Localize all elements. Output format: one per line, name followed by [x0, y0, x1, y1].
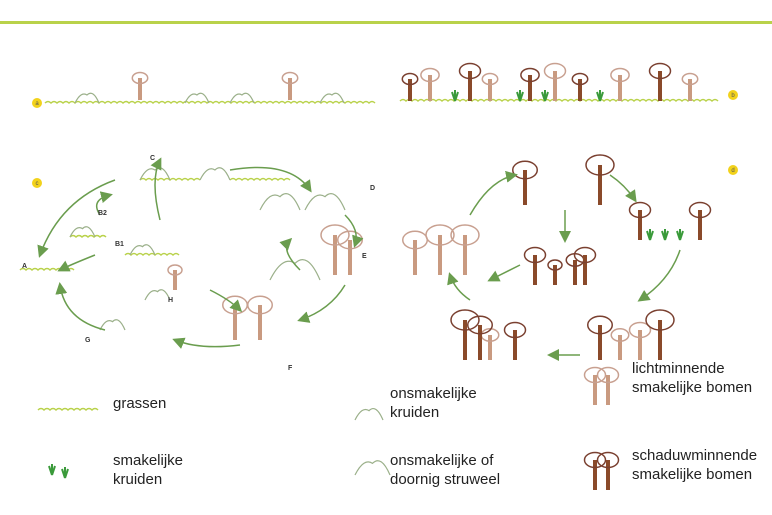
tree-trunk — [598, 165, 602, 205]
herb — [647, 229, 653, 240]
stage-label: B1 — [115, 241, 124, 248]
tree-trunk — [553, 71, 557, 101]
legend-label: lichtminnende — [632, 360, 725, 377]
tree-trunk — [333, 235, 337, 275]
shrub — [145, 290, 170, 300]
panel-label: c — [36, 181, 39, 187]
tree-trunk — [533, 255, 537, 285]
tree-trunk — [618, 335, 622, 360]
tree-trunk — [688, 79, 692, 101]
tree-trunk — [658, 320, 662, 360]
illustration: abcdCDEB2B1AHGFgrassenonsmakelijkekruide… — [0, 0, 772, 515]
tree-trunk — [606, 460, 610, 490]
tree-trunk — [463, 320, 467, 360]
shrub — [200, 168, 230, 180]
tree-trunk — [583, 255, 587, 285]
grass — [45, 102, 375, 104]
tree-trunk — [463, 235, 467, 275]
legend-label: smakelijke bomen — [632, 466, 752, 483]
legend-label: smakelijke — [113, 452, 183, 469]
legend-label: schaduwminnende — [632, 447, 757, 464]
stage-label: F — [288, 365, 293, 372]
legend-label: kruiden — [390, 404, 439, 421]
tree-trunk — [638, 210, 642, 240]
stage-label: A — [22, 263, 27, 270]
tree-trunk — [488, 335, 492, 360]
tree-trunk — [233, 305, 237, 340]
shrub — [305, 194, 345, 210]
grass — [38, 409, 98, 411]
artwork — [20, 64, 738, 491]
grass — [125, 254, 179, 256]
tree-trunk — [428, 75, 432, 101]
legend-label: grassen — [113, 395, 166, 412]
tree-trunk — [618, 75, 622, 101]
tree-trunk — [553, 265, 557, 285]
tree-trunk — [578, 79, 582, 101]
tree-trunk — [348, 240, 352, 275]
legend-label: onsmakelijke of — [390, 452, 494, 469]
shrub — [355, 409, 383, 420]
tree-trunk — [468, 71, 472, 101]
legend-label: onsmakelijke — [390, 385, 477, 402]
herb — [677, 229, 683, 240]
tree-trunk — [598, 325, 602, 360]
stage-label: G — [85, 337, 91, 344]
grass — [70, 236, 106, 238]
legend-label: smakelijke bomen — [632, 379, 752, 396]
tree-trunk — [698, 210, 702, 240]
tree-trunk — [638, 330, 642, 360]
grass — [230, 179, 290, 181]
tree-trunk — [573, 260, 577, 285]
stage-label: H — [168, 297, 173, 304]
tree-trunk — [523, 170, 527, 205]
stage-label: D — [370, 185, 375, 192]
shrub — [355, 461, 390, 475]
tree-trunk — [513, 330, 517, 360]
top-rule — [0, 21, 772, 24]
legend-label: doornig struweel — [390, 471, 500, 488]
tree-trunk — [438, 235, 442, 275]
tree-trunk — [606, 375, 610, 405]
tree-trunk — [258, 305, 262, 340]
stage-label: B2 — [98, 210, 107, 217]
tree-trunk — [413, 240, 417, 275]
shrub — [100, 320, 125, 330]
grass — [400, 100, 718, 102]
tree-trunk — [478, 325, 482, 360]
shrub — [260, 194, 300, 210]
tree-trunk — [658, 71, 662, 101]
grass — [20, 269, 74, 271]
stage-label: C — [150, 155, 155, 162]
stage-label: E — [362, 253, 367, 260]
tree-trunk — [593, 460, 597, 490]
tree-trunk — [488, 79, 492, 101]
panel-label: d — [731, 168, 734, 174]
tree-trunk — [288, 78, 292, 100]
herb — [49, 464, 55, 475]
tree-trunk — [593, 375, 597, 405]
tree-trunk — [408, 79, 412, 101]
shrub — [270, 260, 320, 280]
tree-trunk — [173, 270, 177, 290]
tree-trunk — [528, 75, 532, 101]
herb — [662, 229, 668, 240]
legend-label: kruiden — [113, 471, 162, 488]
tree-trunk — [138, 78, 142, 100]
herb — [62, 467, 68, 478]
